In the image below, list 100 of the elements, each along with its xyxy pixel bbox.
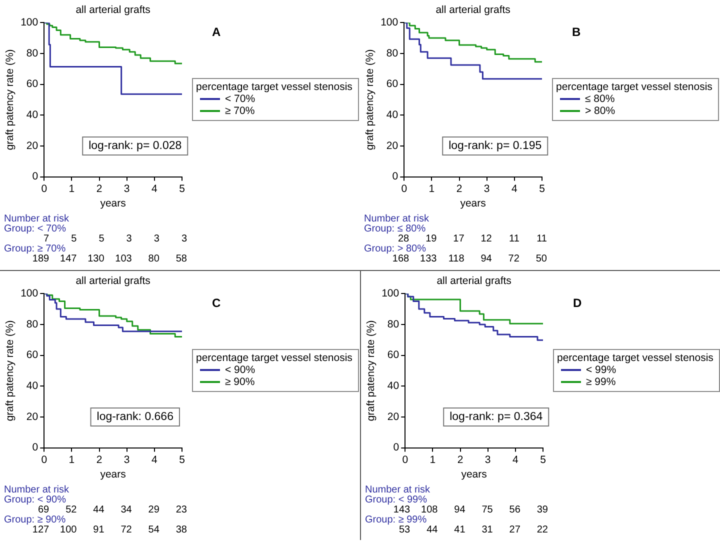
text: 69 52 44 34 29 23 [38,504,187,516]
x-tick-label: 1 [430,454,436,466]
text: Group: < 90% [4,494,66,506]
y-tick-label: 20 [26,410,38,423]
y-tick-label: 60 [386,78,398,90]
y-tick-label: 100 [380,16,398,28]
x-tick-label: 4 [152,182,158,195]
legend-title: percentage target vessel stenosis [556,81,712,93]
text: 7 5 5 3 3 3 [44,234,187,245]
y-tick-label: 20 [386,140,398,152]
y-tick-label: 20 [26,140,38,152]
x-tick-label: 2 [457,454,464,466]
x-tick-label: 3 [124,182,130,195]
y-tick-label: 100 [20,16,38,28]
text: Group: ≥ 70% [4,244,66,255]
y-tick-label: 0 [32,442,38,454]
text: 127 100 91 72 54 38 [32,524,187,536]
chart-title: all arterial grafts [76,4,150,16]
chart-title: all arterial grafts [436,4,510,16]
annotation: log-rank: p= 0.195 [448,140,542,152]
x-tick-label: 3 [484,182,490,195]
y-axis-title: graft patency rate (%) [4,320,16,422]
text: Group: < 99% [365,494,428,506]
x-tick-label: 3 [124,454,130,466]
x-tick-label: 2 [96,454,102,466]
text: Number at risk [364,214,430,225]
text: 168 133 118 94 72 50 [392,254,547,265]
y-tick-label: 80 [26,47,38,60]
y-tick-label: 80 [386,47,398,60]
y-axis-title: graft patency rate (%) [4,49,16,150]
legend-label: ≥ 90% [225,376,255,388]
text: Number at risk [365,484,432,496]
text: D [573,296,582,310]
y-axis-title: graft patency rate (%) [365,320,378,422]
text: Group: ≥ 90% [4,514,66,526]
y-tick-label: 60 [387,349,400,362]
y-tick-label: 40 [26,380,38,392]
chart-title: all arterial grafts [436,275,512,288]
text: Group: ≤ 80% [364,224,426,235]
x-tick-label: 5 [179,454,186,466]
x-axis-title: years [460,198,486,210]
x-tick-label: 5 [179,182,186,195]
x-tick-label: 4 [512,182,518,195]
x-tick-label: 1 [68,454,75,466]
y-tick-label: 0 [392,170,398,183]
text: Number at risk [4,484,70,496]
x-tick-label: 5 [540,454,546,466]
legend-label: < 70% [225,93,256,105]
text: C [212,296,221,310]
y-tick-label: 20 [387,410,400,423]
y-tick-label: 40 [26,109,38,122]
x-tick-label: 0 [402,454,408,466]
text: A [212,24,221,39]
legend-label: < 99% [586,364,616,376]
text: 189 147 130 103 80 58 [32,254,187,265]
x-tick-label: 1 [68,182,75,195]
text: Group: < 70% [4,224,66,235]
x-tick-label: 5 [539,182,546,195]
y-tick-label: 40 [387,380,400,392]
annotation: log-rank: p= 0.028 [88,140,182,152]
text: Number at risk [4,214,70,225]
y-tick-label: 80 [387,318,400,330]
x-tick-label: 0 [401,182,408,195]
x-tick-label: 2 [456,182,462,195]
x-axis-title: years [100,198,126,210]
x-tick-label: 2 [96,182,102,195]
legend-title: percentage target vessel stenosis [196,81,352,93]
y-tick-label: 100 [382,287,400,300]
legend-title: percentage target vessel stenosis [557,352,714,364]
x-tick-label: 0 [41,454,48,466]
text: 53 44 41 31 27 22 [398,524,548,536]
x-axis-title: years [100,468,126,481]
legend-label: ≥ 99% [586,376,616,388]
y-tick-label: 0 [32,170,38,183]
y-tick-label: 40 [386,109,398,122]
legend-label: ≤ 80% [585,93,615,105]
legend-title: percentage target vessel stenosis [196,352,352,364]
x-tick-label: 3 [484,454,491,466]
annotation: log-rank: 0.666 [96,411,174,424]
chart-title: all arterial grafts [76,275,150,288]
text: B [572,24,581,39]
text: 28 19 17 12 11 11 [398,234,547,245]
x-axis-title: years [461,468,487,481]
y-tick-label: 0 [393,442,400,454]
y-tick-label: 100 [20,287,38,300]
x-tick-label: 4 [152,454,158,466]
text: 143 108 94 75 56 39 [393,504,548,516]
x-tick-label: 0 [41,182,48,195]
y-tick-label: 60 [26,349,38,362]
y-axis-title: graft patency rate (%) [364,49,376,150]
text: Group: > 80% [364,244,426,255]
legend-label: < 90% [225,364,256,376]
legend-label: ≥ 70% [225,105,255,117]
text: Group: ≥ 99% [365,514,427,526]
annotation: log-rank: p= 0.364 [450,411,544,424]
x-tick-label: 1 [428,182,435,195]
legend-label: > 80% [585,105,616,117]
y-tick-label: 80 [26,318,38,330]
x-tick-label: 4 [512,454,518,466]
y-tick-label: 60 [26,78,38,90]
